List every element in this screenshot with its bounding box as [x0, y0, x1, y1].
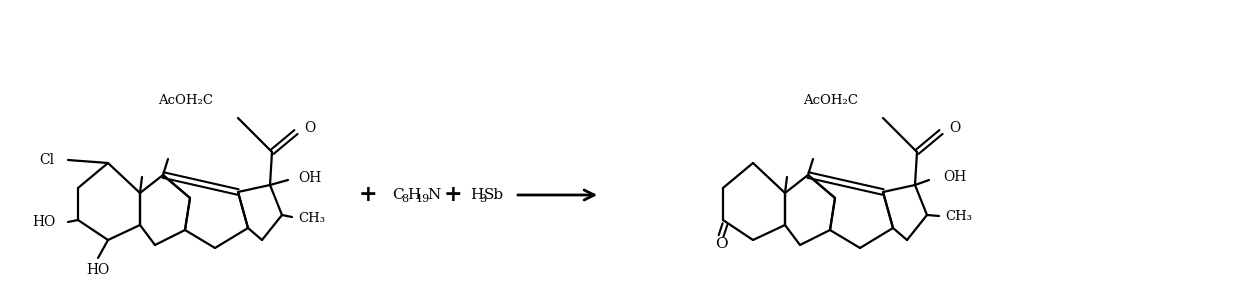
Text: Sb: Sb [484, 188, 505, 202]
Text: H: H [407, 188, 420, 202]
Text: +: + [444, 184, 463, 206]
Text: CH₃: CH₃ [945, 211, 972, 224]
Text: OH: OH [942, 170, 966, 184]
Text: AcOH₂C: AcOH₂C [804, 94, 858, 107]
Text: Cl: Cl [38, 153, 55, 167]
Text: O: O [949, 121, 960, 135]
Text: O: O [304, 121, 315, 135]
Text: H: H [470, 188, 484, 202]
Text: AcOH₂C: AcOH₂C [157, 94, 213, 107]
Text: HO: HO [87, 263, 109, 277]
Text: +: + [358, 184, 377, 206]
Text: HO: HO [32, 215, 56, 229]
Text: 19: 19 [415, 194, 430, 204]
Text: C: C [392, 188, 404, 202]
Text: OH: OH [298, 171, 321, 185]
Text: N: N [427, 188, 440, 202]
Text: 3: 3 [479, 194, 486, 204]
Text: CH₃: CH₃ [298, 211, 325, 225]
Text: O: O [714, 237, 728, 251]
Text: 8: 8 [401, 194, 408, 204]
